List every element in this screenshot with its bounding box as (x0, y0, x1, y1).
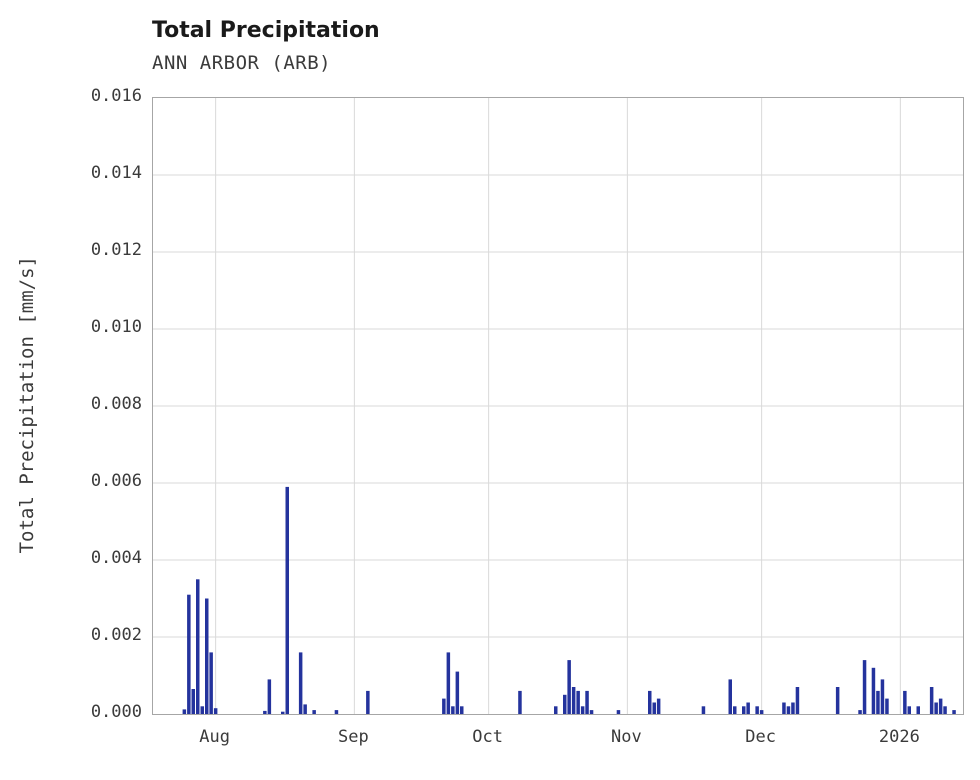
precip-bar (563, 694, 567, 714)
precip-bar (285, 486, 289, 714)
bars-layer (153, 98, 963, 714)
precip-bar (589, 710, 594, 714)
precip-bar (782, 702, 786, 714)
precip-bar (759, 710, 764, 714)
y-tick-label: 0.012 (90, 240, 142, 260)
chart-title: Total Precipitation (152, 18, 380, 43)
y-tick-label: 0.000 (90, 702, 142, 722)
precip-bar (733, 706, 737, 714)
precip-bar (929, 687, 934, 714)
precip-bar (903, 690, 907, 714)
precip-bar (200, 706, 204, 714)
precip-bar (191, 689, 195, 714)
precip-bar (585, 690, 589, 714)
precip-bar (871, 667, 876, 714)
y-tick-label: 0.016 (90, 86, 142, 106)
y-tick-label: 0.010 (90, 317, 142, 337)
precip-bar (862, 660, 867, 714)
precip-bar (885, 698, 889, 714)
precip-bar (943, 706, 947, 714)
precip-bar (755, 706, 759, 714)
precip-bar (656, 698, 661, 714)
precip-bar (576, 690, 580, 714)
precip-bar (209, 652, 213, 714)
precip-bar (281, 711, 285, 714)
precip-bar (298, 652, 303, 714)
precip-bar (728, 679, 732, 714)
precip-bar (455, 671, 460, 714)
precip-bar (934, 702, 938, 714)
precip-bar (742, 706, 746, 714)
precip-bar (196, 579, 200, 714)
precip-bar (795, 687, 800, 714)
precip-bar (442, 698, 446, 714)
precip-bar (616, 710, 621, 714)
precip-bar (267, 679, 272, 714)
precip-bar (858, 710, 862, 714)
precip-bar (312, 710, 316, 714)
plot-area (152, 97, 964, 715)
precip-bar (571, 687, 576, 714)
precip-bar (182, 709, 187, 714)
precip-bar (876, 690, 880, 714)
precip-bar (580, 706, 585, 714)
chart-subtitle: ANN ARBOR (ARB) (152, 52, 332, 74)
x-tick-label: Aug (199, 727, 230, 747)
precip-bar (916, 706, 920, 714)
precip-bar (303, 704, 307, 714)
precip-bar (835, 687, 840, 714)
precip-bar (451, 706, 455, 714)
precip-bar (938, 698, 943, 714)
x-tick-label: 2026 (878, 727, 920, 747)
precip-bar (205, 598, 209, 714)
precip-bar (652, 702, 656, 714)
precip-bar (334, 710, 339, 714)
precip-bar (263, 710, 267, 714)
precip-bar (786, 706, 791, 714)
x-tick-label: Oct (472, 727, 503, 747)
x-tick-label: Dec (745, 727, 776, 747)
y-tick-label: 0.002 (90, 625, 142, 645)
precip-bar (791, 702, 795, 714)
y-tick-label: 0.006 (90, 471, 142, 491)
precip-bar (701, 706, 706, 714)
precip-bar (213, 708, 218, 714)
y-tick-label: 0.008 (90, 394, 142, 414)
precip-bar (187, 594, 191, 714)
precip-bar (648, 690, 652, 714)
precip-bar (567, 660, 571, 714)
precip-bar (554, 706, 558, 714)
precip-bar (952, 710, 956, 714)
precip-bar (366, 690, 370, 714)
precip-bar (446, 652, 451, 714)
y-tick-label: 0.004 (90, 548, 142, 568)
precip-bar (746, 702, 750, 714)
precip-bar (907, 706, 911, 714)
x-tick-label: Sep (338, 727, 369, 747)
y-tick-label: 0.014 (90, 163, 142, 183)
precip-bar (880, 679, 885, 714)
precip-bar (518, 690, 522, 714)
x-tick-label: Nov (611, 727, 642, 747)
precip-bar (460, 706, 464, 714)
